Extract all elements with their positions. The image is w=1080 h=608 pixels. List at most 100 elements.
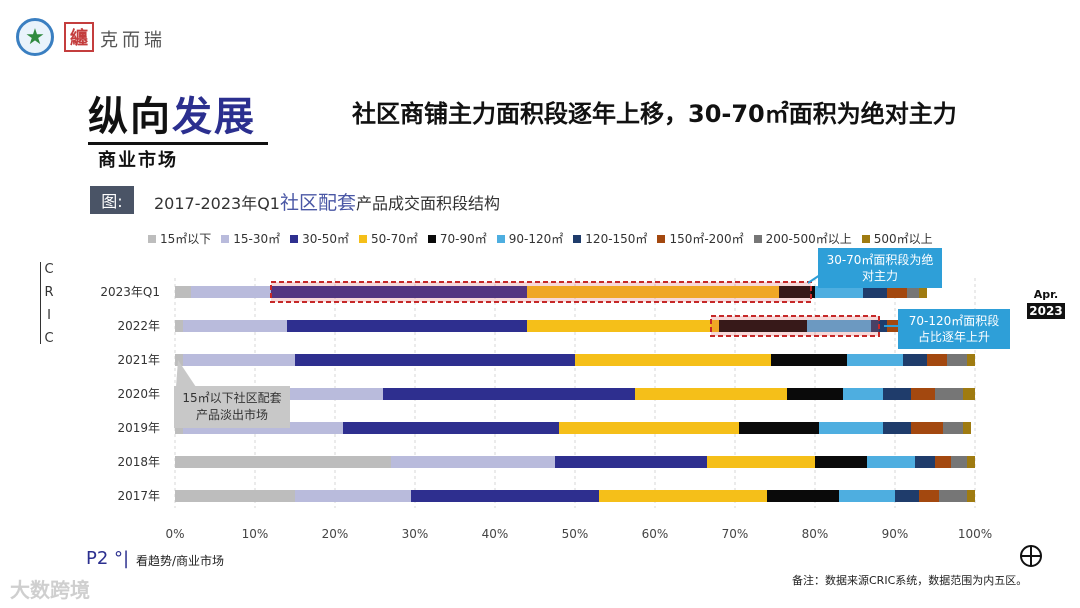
- bar-segment: [175, 320, 183, 332]
- figure-label: 图:: [90, 186, 134, 214]
- legend-swatch: [573, 234, 582, 243]
- bar-segment: [963, 388, 975, 400]
- legend-item: 70-90㎡: [427, 230, 487, 247]
- legend-swatch: [359, 234, 368, 243]
- cric-letter: C: [44, 331, 54, 346]
- bar-segment: [967, 456, 975, 468]
- bar-segment: [883, 422, 911, 434]
- bar-segment: [739, 422, 819, 434]
- bar-segment: [887, 286, 907, 298]
- bar-segment: [343, 422, 559, 434]
- page-number: P2 °|: [86, 548, 130, 569]
- cric-divider: [40, 262, 41, 344]
- legend-swatch: [753, 234, 762, 243]
- bar-segment: [175, 354, 183, 366]
- bar-segment: [951, 456, 967, 468]
- bar-segment: [935, 456, 951, 468]
- legend-swatch: [496, 234, 505, 243]
- bar-segment: [183, 320, 287, 332]
- bar-segment: [383, 388, 635, 400]
- y-category-label: 2017年: [117, 489, 160, 503]
- legend-label: 90-120㎡: [508, 232, 564, 246]
- y-category-label: 2021年: [117, 353, 160, 367]
- page-caption: 看趋势/商业市场: [136, 554, 225, 568]
- legend-item: 90-120㎡: [496, 230, 564, 247]
- bar-segment: [895, 490, 919, 502]
- bar-segment: [575, 354, 771, 366]
- title-divider: [88, 142, 268, 145]
- bar-segment: [915, 456, 935, 468]
- y-category-label: 2020年: [117, 387, 160, 401]
- bar-segment: [559, 422, 739, 434]
- date-year: 2023: [1027, 303, 1065, 319]
- legend-item: 15㎡以下: [148, 230, 211, 247]
- bar-segment: [843, 388, 883, 400]
- legend-item: 30-50㎡: [290, 230, 349, 247]
- legend-label: 15㎡以下: [160, 232, 212, 246]
- bar-segment: [815, 456, 867, 468]
- bar-segment: [175, 286, 191, 298]
- bar-segment: [287, 320, 527, 332]
- headline: 社区商铺主力面积段逐年上移，30-70㎡面积为绝对主力: [352, 100, 957, 128]
- bar-segment: [391, 456, 555, 468]
- x-tick-label: 90%: [882, 527, 909, 541]
- watermark: 大数跨境: [10, 578, 90, 602]
- bar-segment: [175, 456, 391, 468]
- section-title-part1: 纵向: [88, 94, 172, 140]
- bar-segment: [271, 286, 527, 298]
- legend-swatch: [290, 234, 299, 243]
- bar-segment: [183, 354, 295, 366]
- x-tick-label: 40%: [482, 527, 509, 541]
- bar-segment: [919, 490, 939, 502]
- legend-label: 120-150㎡: [585, 232, 648, 246]
- legend-label: 50-70㎡: [371, 232, 418, 246]
- bar-segment: [527, 320, 719, 332]
- bar-segment: [839, 490, 895, 502]
- bar-segment: [767, 490, 839, 502]
- cric-vertical-text: C R I C: [42, 262, 56, 346]
- y-category-label: 2022年: [117, 319, 160, 333]
- legend-label: 150㎡-200㎡: [669, 232, 744, 246]
- legend-item: 50-70㎡: [359, 230, 418, 247]
- chart-legend: 15㎡以下 15-30㎡ 30-50㎡ 50-70㎡ 70-90㎡ 90-120㎡ 120-…: [148, 230, 933, 247]
- legend-item: 120-150㎡: [573, 230, 647, 247]
- data-source-note: 备注：数据来源CRIC系统，数据范围为内五区。: [792, 574, 1028, 587]
- figure-title: 2017-2023年Q1社区配套产品成交面积段结构: [154, 188, 500, 215]
- bar-segment: [707, 456, 815, 468]
- x-tick-label: 0%: [165, 527, 184, 541]
- bar-segment: [867, 456, 915, 468]
- highlight-box: [270, 281, 812, 303]
- section-title-part2: 发展: [172, 94, 256, 140]
- figure-title-highlight: 社区配套: [280, 192, 357, 214]
- legend-label: 15-30㎡: [233, 232, 281, 246]
- bar-segment: [907, 286, 919, 298]
- bar-segment: [947, 354, 967, 366]
- section-title: 纵向发展: [88, 84, 256, 142]
- bar-segment: [927, 354, 947, 366]
- x-tick-label: 20%: [322, 527, 349, 541]
- bar-segment: [295, 354, 575, 366]
- bar-segment: [527, 286, 779, 298]
- figure-title-prefix: 2017-2023年Q1: [154, 194, 280, 213]
- bar-segment: [819, 422, 883, 434]
- bar-segment: [787, 388, 843, 400]
- callout-pointer: [176, 360, 196, 387]
- bar-segment: [599, 490, 767, 502]
- legend-swatch: [657, 234, 666, 243]
- bar-segment: [911, 422, 943, 434]
- bar-segment: [847, 354, 903, 366]
- bar-segment: [939, 490, 967, 502]
- bar-segment: [175, 422, 183, 434]
- cric-letter: R: [44, 285, 54, 300]
- date-badge: Apr. 2023: [1027, 288, 1065, 319]
- compass-icon: [1020, 545, 1042, 567]
- highlight-box: [710, 315, 880, 337]
- x-tick-label: 50%: [562, 527, 589, 541]
- bar-segment: [771, 354, 847, 366]
- bar-segment: [779, 286, 815, 298]
- figure-title-suffix: 产品成交面积段结构: [356, 194, 501, 213]
- bar-segment: [807, 320, 871, 332]
- bar-segment: [555, 456, 707, 468]
- cric-letter: C: [44, 262, 54, 277]
